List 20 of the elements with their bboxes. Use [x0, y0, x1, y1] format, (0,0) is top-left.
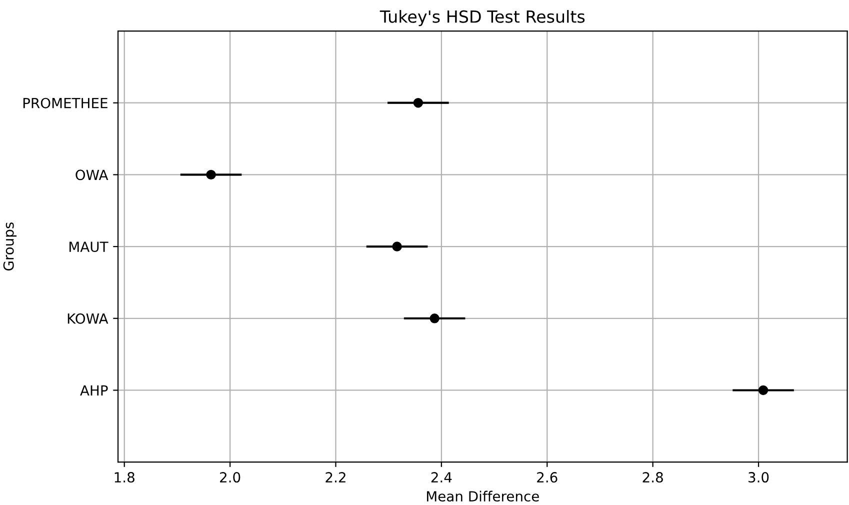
- point: [206, 170, 216, 180]
- x-axis-title: Mean Difference: [426, 490, 539, 502]
- point: [413, 98, 424, 108]
- x-tick-label: 2.2: [326, 472, 346, 482]
- x-tick-label: 1.8: [114, 472, 134, 483]
- point: [392, 242, 402, 252]
- y-tick-label: KOWA: [68, 313, 108, 324]
- point: [430, 314, 440, 324]
- y-tick-label: PROMETHEE: [23, 98, 108, 108]
- x-tick-label: 2.8: [642, 472, 663, 483]
- y-axis-title: Groups: [3, 222, 17, 271]
- x-tick-label: 2.6: [537, 472, 558, 483]
- chart-title: Tukey's HSD Test Results: [380, 10, 585, 26]
- x-tick-label: 3.0: [748, 472, 769, 483]
- x-tick-label: 2.4: [431, 472, 452, 482]
- y-tick-label: AHP: [80, 385, 108, 396]
- x-tick-label: 2.0: [220, 472, 240, 483]
- y-tick-label: MAUT: [70, 242, 108, 252]
- y-tick-label: OWA: [76, 170, 108, 180]
- point: [758, 385, 768, 396]
